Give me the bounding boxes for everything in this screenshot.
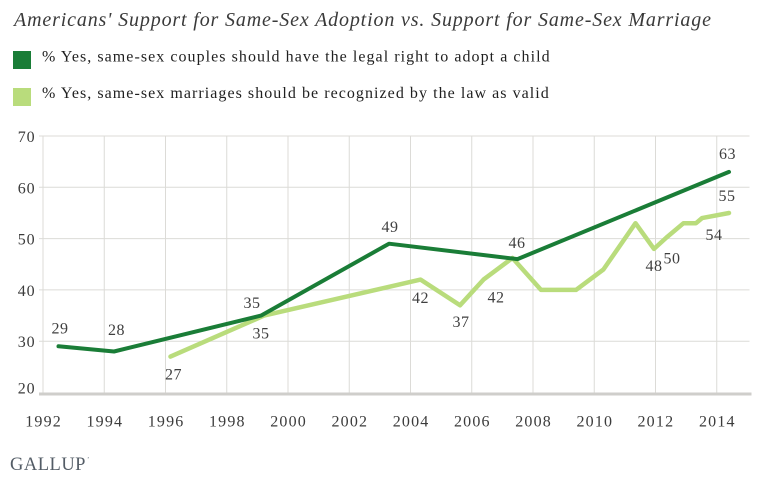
svg-text:70: 70 xyxy=(18,129,36,146)
svg-text:2010: 2010 xyxy=(576,414,613,431)
svg-text:2006: 2006 xyxy=(454,414,491,431)
svg-text:28: 28 xyxy=(108,322,125,339)
svg-text:% Yes, same-sex marriages shou: % Yes, same-sex marriages should be reco… xyxy=(42,85,550,102)
svg-text:’: ’ xyxy=(87,456,89,464)
svg-text:1992: 1992 xyxy=(25,414,62,431)
svg-text:2012: 2012 xyxy=(637,414,674,431)
svg-text:42: 42 xyxy=(488,290,505,307)
svg-text:40: 40 xyxy=(18,283,36,300)
svg-text:50: 50 xyxy=(18,232,36,249)
svg-text:2014: 2014 xyxy=(699,414,736,431)
svg-text:2002: 2002 xyxy=(331,414,368,431)
svg-text:42: 42 xyxy=(412,290,429,307)
svg-text:55: 55 xyxy=(719,188,736,205)
svg-text:2008: 2008 xyxy=(515,414,552,431)
svg-text:50: 50 xyxy=(664,251,681,268)
svg-text:27: 27 xyxy=(165,367,182,384)
svg-text:2004: 2004 xyxy=(393,414,430,431)
svg-text:54: 54 xyxy=(706,227,723,244)
svg-text:35: 35 xyxy=(244,295,261,312)
svg-text:63: 63 xyxy=(719,146,736,163)
svg-text:37: 37 xyxy=(453,314,470,331)
svg-text:49: 49 xyxy=(382,219,399,236)
svg-text:GALLUP: GALLUP xyxy=(10,455,86,475)
svg-text:Americans' Support for Same-Se: Americans' Support for Same-Sex Adoption… xyxy=(12,9,712,31)
svg-text:% Yes, same-sex couples should: % Yes, same-sex couples should have the … xyxy=(42,49,551,66)
svg-text:1994: 1994 xyxy=(86,414,123,431)
svg-text:46: 46 xyxy=(509,235,526,252)
svg-text:2000: 2000 xyxy=(270,414,307,431)
svg-text:1998: 1998 xyxy=(209,414,246,431)
svg-text:1996: 1996 xyxy=(148,414,185,431)
svg-text:20: 20 xyxy=(18,381,36,398)
svg-text:48: 48 xyxy=(646,258,663,275)
svg-text:30: 30 xyxy=(18,334,36,351)
svg-text:29: 29 xyxy=(52,321,69,338)
svg-text:35: 35 xyxy=(253,326,270,343)
svg-text:60: 60 xyxy=(18,180,36,197)
